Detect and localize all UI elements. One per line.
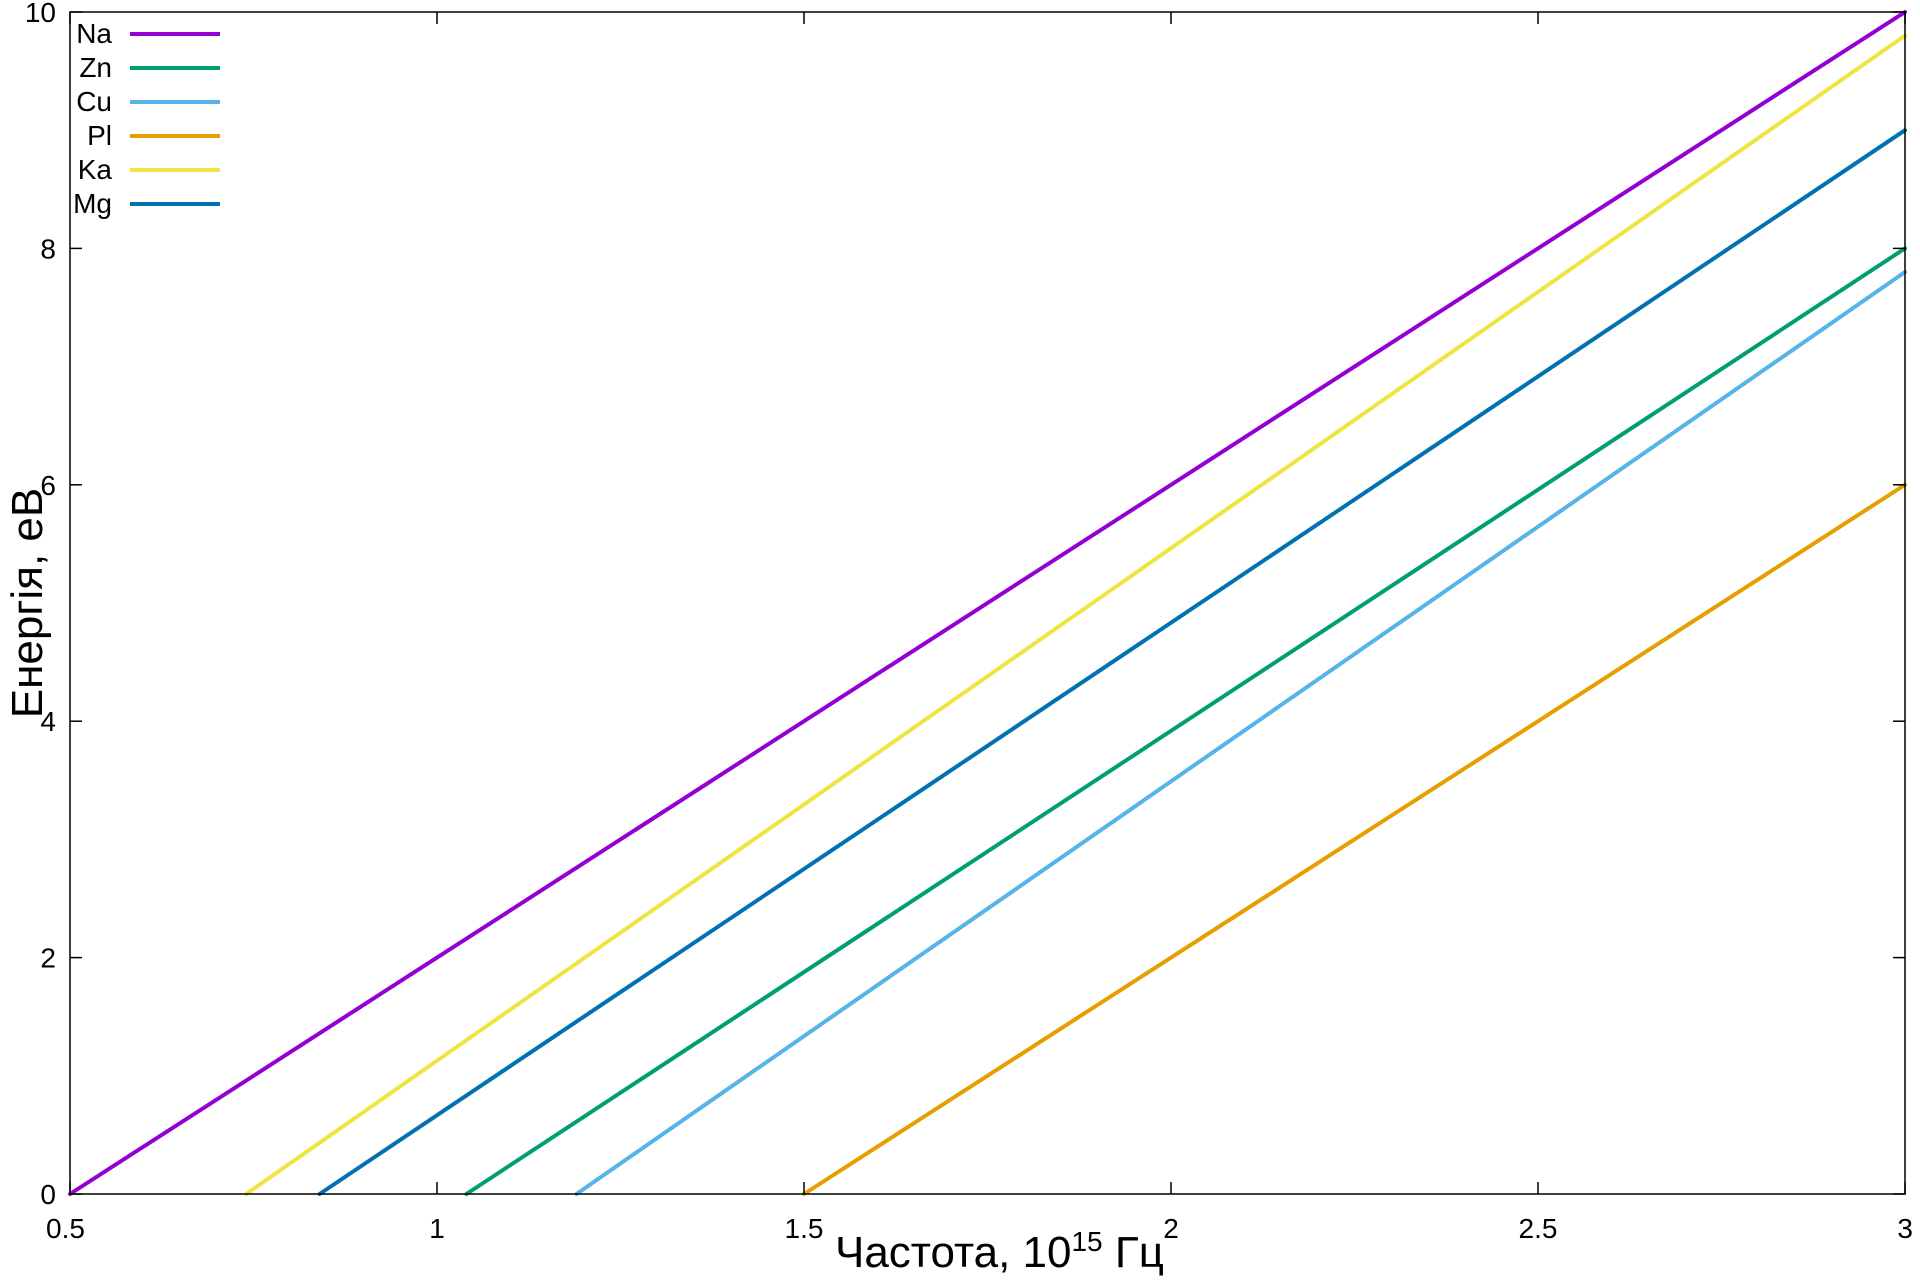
series-layer [68, 10, 1907, 1196]
x-tick-label: 2.5 [1519, 1213, 1558, 1244]
y-tick-label: 8 [40, 233, 56, 264]
legend-label-mg: Mg [73, 188, 112, 219]
legend-label-ka: Ka [78, 154, 113, 185]
series-line-mg [317, 128, 1907, 1196]
x-axis-label-unit: Гц [1103, 1228, 1164, 1277]
legend-label-na: Na [76, 18, 112, 49]
x-axis-label-main: Частота, 10 [835, 1228, 1071, 1277]
legend-label-pl: Pl [87, 120, 112, 151]
series-line-cu [574, 270, 1907, 1196]
y-tick-label: 10 [25, 0, 56, 28]
x-tick-label: 1 [429, 1213, 445, 1244]
ticks-layer: 0.5 1 1.5 2 2.5 3 0 2 4 6 8 10 [25, 0, 1913, 1244]
plot-frame [69, 11, 1906, 1195]
y-tick-label: 6 [40, 470, 56, 501]
x-axis-label-exponent: 15 [1071, 1226, 1102, 1257]
series-line-na [68, 10, 1907, 1196]
x-tick-label: 1.5 [785, 1213, 824, 1244]
y-tick-label: 4 [40, 706, 56, 737]
x-tick-label: 2 [1163, 1213, 1179, 1244]
y-tick-label: 2 [40, 943, 56, 974]
legend-label-cu: Cu [76, 86, 112, 117]
series-line-zn [464, 246, 1907, 1196]
series-line-pl [802, 482, 1907, 1196]
y-axis-label: Енергія, еВ [3, 488, 52, 719]
x-tick-label: 0.5 [46, 1213, 85, 1244]
series-line-ka [244, 33, 1907, 1196]
y-tick-label: 0 [40, 1179, 56, 1210]
x-tick-label: 3 [1897, 1213, 1913, 1244]
x-axis-label: Частота, 1015 Гц [835, 1226, 1164, 1277]
legend-label-zn: Zn [79, 52, 112, 83]
